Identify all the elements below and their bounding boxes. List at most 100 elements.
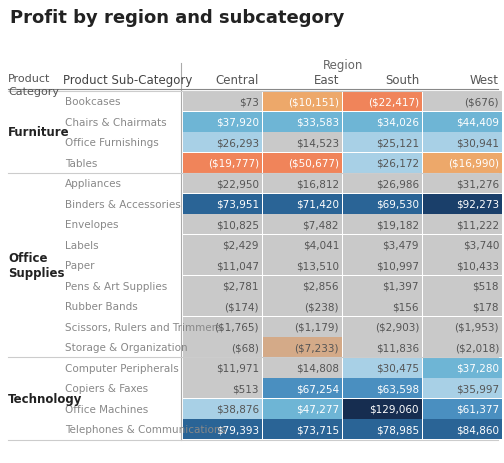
Bar [423, 358, 502, 378]
Bar [183, 174, 262, 194]
Text: ($238): ($238) [304, 301, 339, 312]
Bar [263, 194, 342, 214]
Text: $61,377: $61,377 [456, 404, 499, 414]
Text: $69,530: $69,530 [376, 199, 419, 209]
Bar [343, 297, 422, 317]
Text: $11,222: $11,222 [456, 220, 499, 230]
Text: Envelopes: Envelopes [65, 220, 118, 230]
Text: Tables: Tables [65, 158, 97, 169]
Bar [343, 399, 422, 419]
Bar [183, 256, 262, 275]
Text: $3,479: $3,479 [383, 240, 419, 250]
Bar [343, 174, 422, 194]
Bar [263, 174, 342, 194]
Text: $26,172: $26,172 [376, 158, 419, 169]
Text: $2,856: $2,856 [302, 281, 339, 291]
Bar [343, 215, 422, 235]
Text: Region: Region [323, 59, 363, 72]
Bar [423, 133, 502, 153]
Text: $34,026: $34,026 [376, 118, 419, 127]
Bar [423, 113, 502, 132]
Text: $156: $156 [393, 301, 419, 312]
Text: $38,876: $38,876 [216, 404, 259, 414]
Text: Bookcases: Bookcases [65, 97, 120, 107]
Text: $2,781: $2,781 [222, 281, 259, 291]
Text: $73: $73 [239, 97, 259, 107]
Text: $44,409: $44,409 [456, 118, 499, 127]
Text: ($1,953): ($1,953) [455, 322, 499, 332]
Bar [183, 215, 262, 235]
Text: $71,420: $71,420 [296, 199, 339, 209]
Text: Copiers & Faxes: Copiers & Faxes [65, 383, 148, 394]
Text: $2,429: $2,429 [222, 240, 259, 250]
Text: $3,740: $3,740 [463, 240, 499, 250]
Bar [183, 297, 262, 317]
Text: ($7,233): ($7,233) [294, 343, 339, 352]
Bar [263, 358, 342, 378]
Bar [263, 113, 342, 132]
Text: Storage & Organization: Storage & Organization [65, 343, 187, 352]
Text: ($22,417): ($22,417) [368, 97, 419, 107]
Text: Chairs & Chairmats: Chairs & Chairmats [65, 118, 167, 127]
Text: ($2,903): ($2,903) [374, 322, 419, 332]
Text: $78,985: $78,985 [376, 424, 419, 434]
Text: Paper: Paper [65, 261, 95, 271]
Text: $10,997: $10,997 [376, 261, 419, 271]
Bar [263, 92, 342, 112]
Text: $47,277: $47,277 [296, 404, 339, 414]
Bar [183, 153, 262, 173]
Text: Appliances: Appliances [65, 179, 122, 189]
Text: $30,941: $30,941 [456, 138, 499, 148]
Text: ($50,677): ($50,677) [288, 158, 339, 169]
Bar [263, 256, 342, 275]
Text: ($68): ($68) [231, 343, 259, 352]
Bar [343, 358, 422, 378]
Text: $518: $518 [473, 281, 499, 291]
Bar [263, 317, 342, 337]
Text: $84,860: $84,860 [456, 424, 499, 434]
Text: Computer Peripherals: Computer Peripherals [65, 363, 179, 373]
Text: Binders & Accessories: Binders & Accessories [65, 199, 181, 209]
Bar [263, 276, 342, 296]
Text: Profit by region and subcategory: Profit by region and subcategory [10, 9, 344, 27]
Bar [343, 338, 422, 357]
Text: Product Sub-Category: Product Sub-Category [63, 74, 193, 87]
Bar [343, 194, 422, 214]
Bar [183, 358, 262, 378]
Bar [183, 317, 262, 337]
Bar [343, 419, 422, 439]
Text: $129,060: $129,060 [369, 404, 419, 414]
Text: $26,293: $26,293 [216, 138, 259, 148]
Bar [423, 338, 502, 357]
Bar [423, 235, 502, 255]
Text: Rubber Bands: Rubber Bands [65, 301, 138, 312]
Bar [343, 92, 422, 112]
Text: Furniture: Furniture [8, 126, 70, 139]
Text: Technology: Technology [8, 392, 82, 405]
Text: ($1,179): ($1,179) [294, 322, 339, 332]
Text: $10,433: $10,433 [456, 261, 499, 271]
Text: $513: $513 [232, 383, 259, 394]
Text: ($174): ($174) [224, 301, 259, 312]
Text: $22,950: $22,950 [216, 179, 259, 189]
Text: $79,393: $79,393 [216, 424, 259, 434]
Bar [343, 235, 422, 255]
Text: Telephones & Communications: Telephones & Communications [65, 424, 226, 434]
Bar [423, 399, 502, 419]
Bar [423, 153, 502, 173]
Bar [183, 194, 262, 214]
Bar [343, 276, 422, 296]
Text: $35,997: $35,997 [456, 383, 499, 394]
Bar [423, 419, 502, 439]
Text: $25,121: $25,121 [376, 138, 419, 148]
Text: $11,971: $11,971 [216, 363, 259, 373]
Bar [423, 317, 502, 337]
Text: $33,583: $33,583 [296, 118, 339, 127]
Text: $4,041: $4,041 [302, 240, 339, 250]
Text: $11,047: $11,047 [216, 261, 259, 271]
Bar [423, 276, 502, 296]
Bar [343, 113, 422, 132]
Bar [423, 297, 502, 317]
Bar [263, 419, 342, 439]
Bar [423, 92, 502, 112]
